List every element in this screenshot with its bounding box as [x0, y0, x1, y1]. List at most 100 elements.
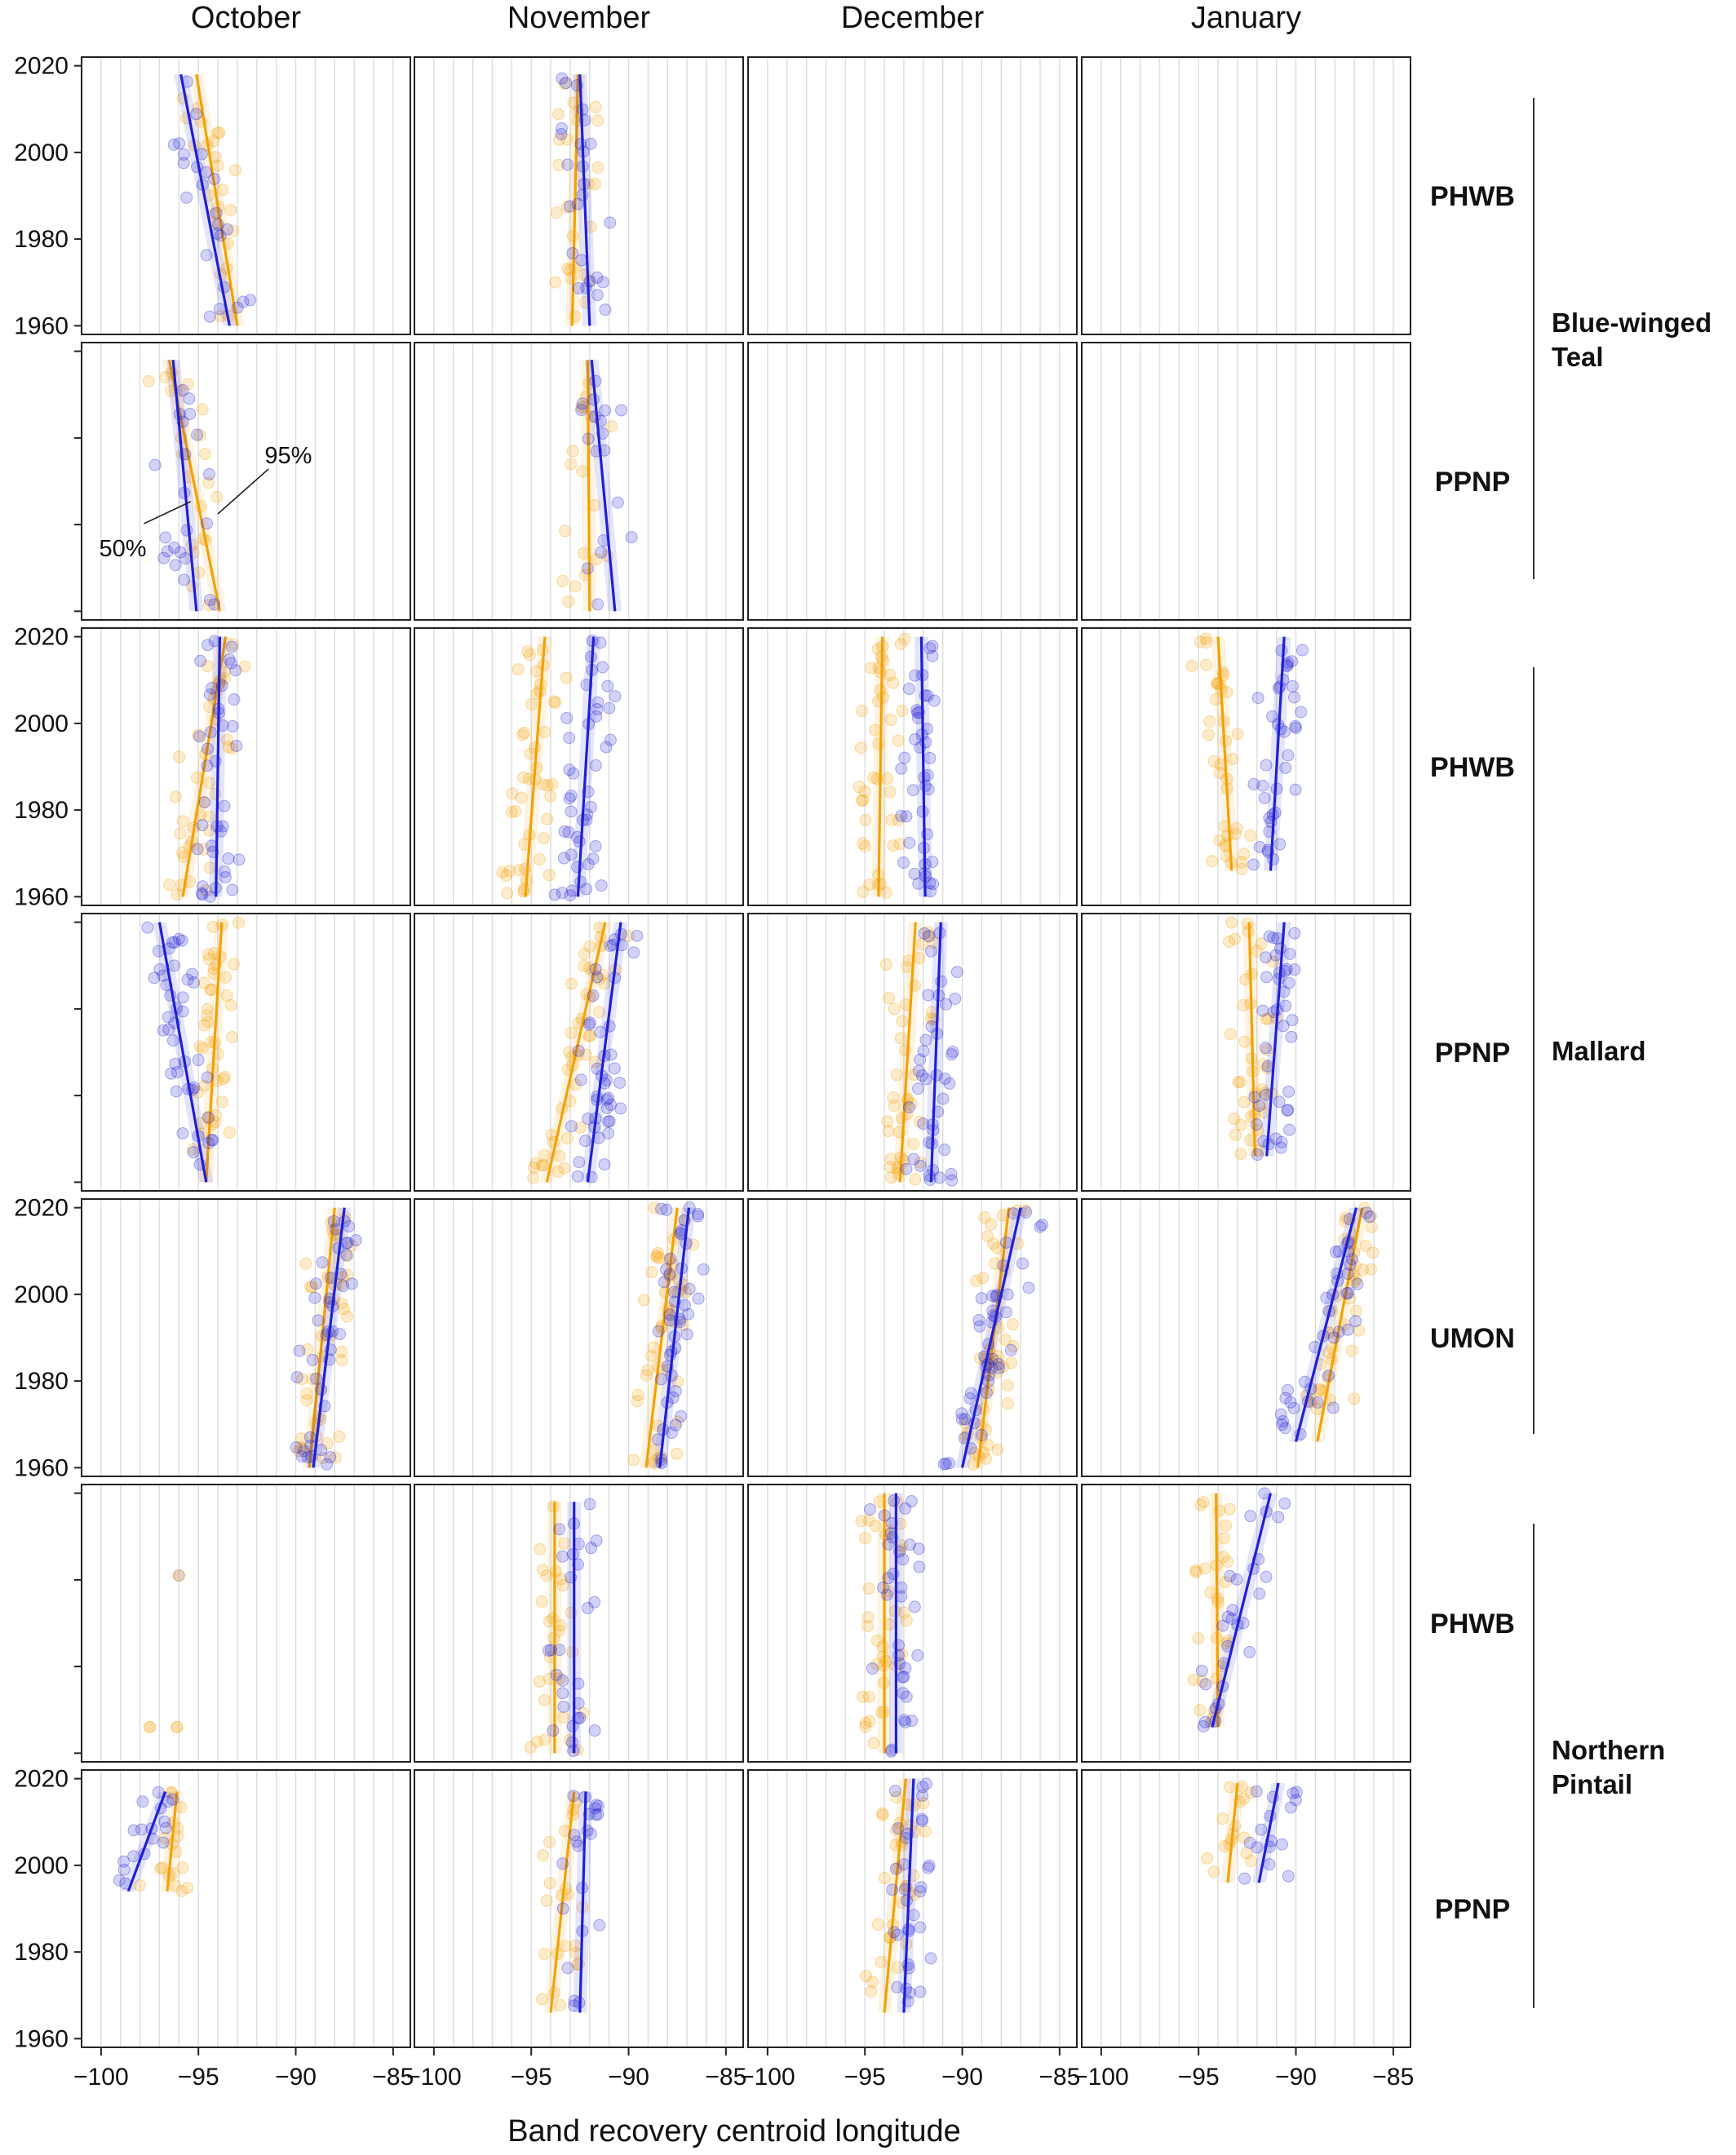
data-point-p95 — [521, 645, 534, 658]
data-point-p95 — [537, 778, 550, 791]
data-point-p95 — [862, 1690, 875, 1703]
data-point-p95 — [855, 1515, 868, 1528]
data-point-p50 — [914, 1159, 927, 1172]
data-point-p95 — [896, 705, 909, 718]
data-point-p50 — [1276, 1418, 1289, 1432]
data-point-p50 — [897, 856, 910, 870]
data-point-p50 — [193, 730, 206, 743]
data-point-p50 — [906, 784, 919, 797]
data-point-p95 — [652, 1246, 665, 1259]
data-point-p50 — [196, 888, 209, 901]
data-point-p50 — [600, 741, 613, 754]
data-point-p50 — [561, 1962, 574, 1975]
data-point-p50 — [563, 732, 576, 745]
data-point-p50 — [1251, 692, 1264, 705]
data-point-p95 — [1260, 1012, 1273, 1025]
data-point-p50 — [601, 1115, 614, 1128]
data-point-p95 — [1221, 1555, 1234, 1568]
data-point-p50 — [176, 991, 189, 1004]
data-point-p50 — [603, 1115, 616, 1128]
data-point-p95 — [978, 1211, 991, 1224]
data-point-p95 — [1006, 1318, 1019, 1331]
data-point-p50 — [575, 404, 588, 417]
data-point-p50 — [183, 392, 196, 405]
data-point-p50 — [980, 1387, 993, 1400]
data-point-p50 — [899, 1502, 912, 1515]
data-point-p95 — [537, 832, 550, 845]
data-point-p95 — [562, 595, 575, 608]
data-point-p95 — [300, 1387, 313, 1401]
data-point-p95 — [884, 785, 897, 799]
trend-line-p95 — [166, 1791, 179, 1892]
data-point-p50 — [218, 865, 231, 878]
data-point-p50 — [293, 1344, 306, 1357]
data-point-p50 — [1274, 1141, 1287, 1154]
data-point-p50 — [563, 200, 576, 213]
data-point-p95 — [174, 827, 187, 840]
data-point-p50 — [880, 1588, 893, 1601]
data-point-p50 — [190, 108, 203, 121]
data-point-p50 — [1326, 1401, 1340, 1414]
data-point-p95 — [876, 1807, 889, 1820]
data-point-p95 — [317, 1452, 330, 1465]
data-point-p50 — [691, 1207, 704, 1220]
data-point-p50 — [340, 1248, 353, 1261]
data-point-p95 — [890, 1790, 903, 1803]
data-point-p95 — [588, 178, 601, 191]
data-point-p50 — [117, 1863, 131, 1876]
data-point-p50 — [1260, 951, 1273, 964]
data-point-p95 — [192, 728, 205, 741]
data-point-p50 — [566, 247, 579, 260]
data-point-p95 — [874, 684, 887, 697]
panel-frame — [747, 913, 1078, 1192]
data-point-p95 — [181, 1882, 194, 1895]
data-point-p95 — [176, 1861, 189, 1874]
data-point-p50 — [1345, 1253, 1358, 1266]
y-tick-label: 2020 — [14, 624, 69, 651]
data-point-p50 — [591, 1799, 604, 1812]
data-point-p50 — [655, 1202, 668, 1215]
data-point-p50 — [609, 690, 622, 703]
data-point-p95 — [566, 445, 579, 458]
data-point-p50 — [599, 404, 612, 417]
data-point-p95 — [560, 1132, 574, 1145]
data-point-p50 — [959, 1413, 972, 1426]
data-point-p50 — [324, 1451, 337, 1464]
data-point-p50 — [1311, 1396, 1324, 1409]
data-point-p50 — [1243, 1646, 1256, 1659]
data-point-p50 — [917, 1117, 930, 1131]
data-point-p95 — [202, 599, 215, 612]
data-point-p50 — [196, 880, 209, 893]
data-point-p50 — [1273, 1095, 1286, 1108]
data-point-p50 — [205, 1134, 218, 1147]
panel-r2-c0: 1960 1980 2000 2020 — [14, 624, 411, 910]
data-point-p50 — [591, 271, 604, 284]
data-point-p95 — [882, 1125, 895, 1138]
data-point-p95 — [1256, 1098, 1269, 1111]
data-point-p95 — [859, 1532, 872, 1545]
data-point-p50 — [162, 1023, 175, 1036]
data-point-p50 — [1224, 1569, 1237, 1582]
data-point-p50 — [562, 825, 575, 839]
data-point-p50 — [584, 800, 597, 813]
data-point-p50 — [1283, 1123, 1296, 1136]
data-point-p50 — [174, 546, 187, 559]
data-point-p50 — [557, 852, 570, 865]
data-point-p50 — [208, 172, 221, 185]
data-point-p95 — [1365, 1263, 1378, 1276]
data-point-p50 — [654, 1373, 667, 1386]
data-point-p95 — [582, 1029, 596, 1042]
data-point-p95 — [598, 977, 611, 990]
data-point-p50 — [899, 1715, 912, 1728]
data-point-p95 — [1226, 752, 1239, 765]
data-point-p50 — [878, 1509, 891, 1522]
data-point-p50 — [926, 649, 939, 662]
data-point-p95 — [193, 1040, 206, 1053]
data-point-p95 — [1364, 1210, 1377, 1223]
data-point-p50 — [571, 197, 584, 210]
data-point-p50 — [1332, 1325, 1345, 1339]
region-label-phwb: PHWB — [1430, 181, 1515, 212]
data-point-p50 — [558, 825, 571, 838]
data-point-p50 — [218, 799, 231, 812]
data-point-p50 — [589, 839, 602, 852]
